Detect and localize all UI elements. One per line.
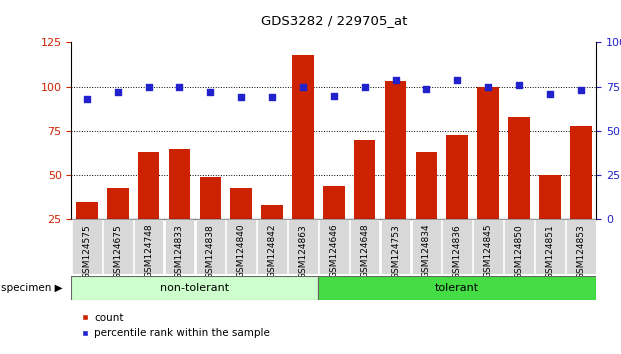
Bar [261, 205, 283, 219]
Point [576, 87, 586, 93]
Bar [257, 219, 287, 274]
Bar [134, 219, 163, 274]
Bar [381, 219, 410, 274]
Text: GSM124842: GSM124842 [268, 224, 276, 278]
Bar [107, 188, 129, 219]
Bar [169, 149, 190, 219]
Bar [566, 219, 596, 274]
Bar [227, 219, 256, 274]
Bar [196, 219, 225, 274]
Point [329, 93, 339, 98]
Text: GDS3282 / 229705_at: GDS3282 / 229705_at [261, 14, 407, 27]
Bar [323, 186, 345, 219]
Bar [415, 152, 437, 219]
Bar [412, 219, 441, 274]
Text: GSM124648: GSM124648 [360, 224, 369, 279]
Bar [76, 202, 97, 219]
Text: GSM124845: GSM124845 [484, 224, 492, 279]
Bar [72, 219, 102, 274]
Bar [535, 219, 564, 274]
Point [82, 96, 92, 102]
Bar [473, 219, 503, 274]
Bar [319, 219, 348, 274]
Bar [504, 219, 534, 274]
Point [113, 89, 123, 95]
Point [360, 84, 369, 90]
Point [452, 77, 462, 82]
Point [236, 95, 246, 100]
Text: GSM124851: GSM124851 [545, 224, 555, 279]
Point [545, 91, 555, 97]
Bar [71, 276, 319, 300]
Bar [539, 175, 561, 219]
Bar [319, 276, 596, 300]
Bar [103, 219, 132, 274]
Bar [570, 126, 592, 219]
Bar [385, 81, 406, 219]
Bar [478, 87, 499, 219]
Bar [442, 219, 472, 274]
Text: GSM124646: GSM124646 [329, 224, 338, 279]
Text: GSM124675: GSM124675 [113, 224, 122, 279]
Text: specimen ▶: specimen ▶ [1, 283, 63, 293]
Point [175, 84, 184, 90]
Text: GSM124753: GSM124753 [391, 224, 400, 279]
Text: GSM124834: GSM124834 [422, 224, 431, 279]
Bar [508, 117, 530, 219]
Text: GSM124850: GSM124850 [514, 224, 524, 279]
Text: GSM124836: GSM124836 [453, 224, 462, 279]
Point [143, 84, 153, 90]
Point [422, 86, 432, 91]
Text: GSM124863: GSM124863 [299, 224, 307, 279]
Bar [230, 188, 252, 219]
Bar [446, 135, 468, 219]
Text: GSM124575: GSM124575 [83, 224, 91, 279]
Bar [292, 55, 314, 219]
Text: GSM124838: GSM124838 [206, 224, 215, 279]
Bar [199, 177, 221, 219]
Bar [350, 219, 379, 274]
Bar [138, 152, 160, 219]
Text: non-tolerant: non-tolerant [160, 283, 229, 293]
Point [483, 84, 493, 90]
Bar [288, 219, 318, 274]
Text: GSM124833: GSM124833 [175, 224, 184, 279]
Bar [354, 140, 376, 219]
Point [267, 95, 277, 100]
Point [391, 77, 401, 82]
Point [206, 89, 215, 95]
Bar [165, 219, 194, 274]
Text: tolerant: tolerant [435, 283, 479, 293]
Text: GSM124840: GSM124840 [237, 224, 246, 279]
Text: GSM124748: GSM124748 [144, 224, 153, 279]
Legend: count, percentile rank within the sample: count, percentile rank within the sample [76, 309, 274, 342]
Point [514, 82, 524, 88]
Text: GSM124853: GSM124853 [576, 224, 585, 279]
Point [298, 84, 308, 90]
